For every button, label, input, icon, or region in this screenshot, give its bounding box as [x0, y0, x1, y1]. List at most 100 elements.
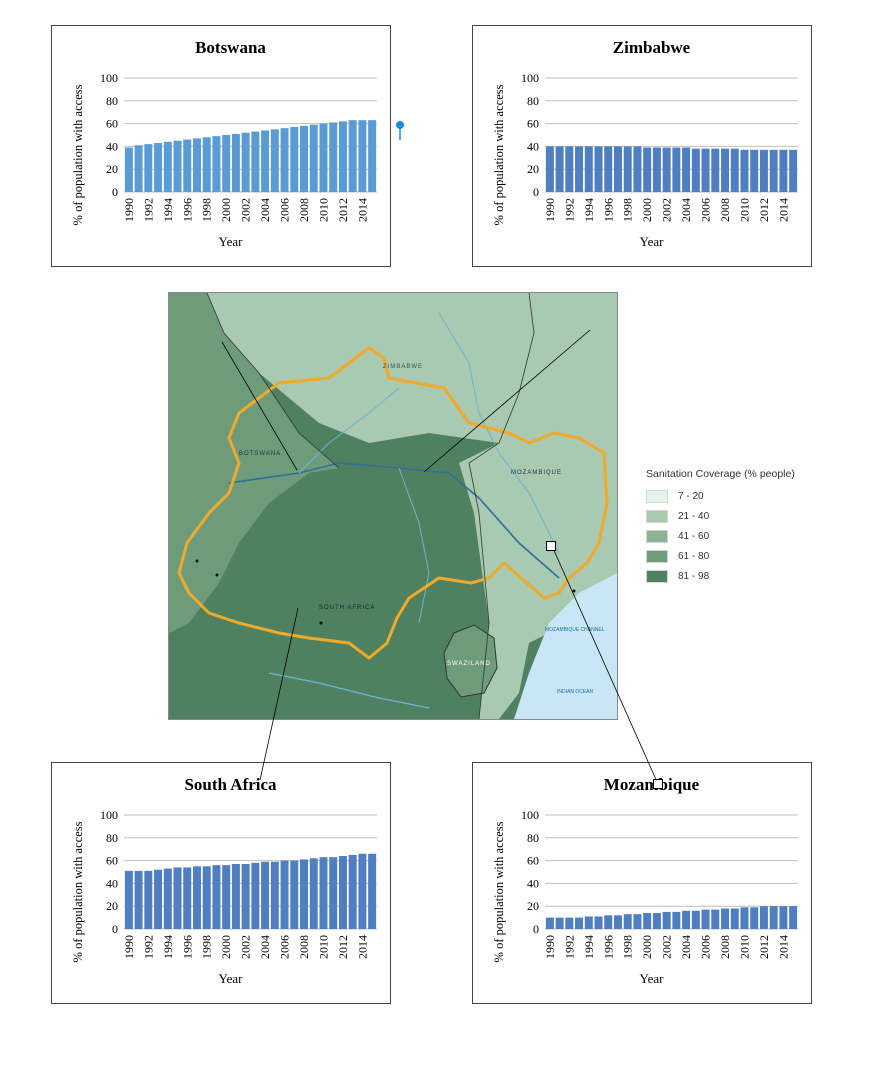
chart-title: Zimbabwe — [613, 38, 691, 57]
map-city-dot — [215, 573, 219, 577]
chart-svg-mozambique: Mozambique 0 20 40 60 80 100 1990 1992 1994 1996 19… — [492, 775, 798, 986]
bar — [338, 856, 347, 929]
bar — [682, 910, 691, 929]
x-tick-label: 2012 — [336, 935, 350, 959]
legend-item-label: 61 - 80 — [678, 550, 710, 562]
bar — [721, 908, 730, 929]
bar — [124, 147, 133, 192]
bar — [309, 858, 318, 929]
bar — [222, 135, 231, 192]
bar — [769, 906, 778, 929]
bar — [192, 138, 201, 192]
x-tick-label: 1990 — [543, 198, 557, 222]
bar — [711, 148, 720, 192]
bar — [163, 141, 172, 192]
bar — [584, 146, 593, 192]
bar — [183, 867, 192, 929]
map-city-dot — [195, 559, 199, 563]
x-axis-label: Year — [640, 971, 665, 986]
x-tick-label: 2002 — [239, 935, 253, 959]
bar — [613, 146, 622, 192]
bar — [594, 916, 603, 929]
x-tick-label: 2014 — [776, 935, 790, 959]
bar — [662, 147, 671, 192]
map-label-mozambique-channel: MOZAMBIQUE CHANNEL — [545, 627, 605, 633]
x-tick-label: 2014 — [355, 198, 369, 222]
bar — [270, 129, 279, 192]
legend-item: 41 - 60 — [646, 526, 795, 546]
x-axis-label: Year — [219, 971, 244, 986]
x-tick-label: 1996 — [180, 935, 194, 959]
map-svg: ZIMBABWE BOTSWANA MOZAMBIQUE SOUTH AFRIC… — [169, 293, 617, 719]
y-tick-label: 80 — [106, 94, 118, 108]
x-tick-label: 2010 — [737, 935, 751, 959]
legend-swatch — [646, 489, 668, 503]
bar — [672, 147, 681, 192]
bar — [134, 145, 143, 192]
y-tick-label: 20 — [527, 162, 539, 176]
chart-mozambique: Mozambique 0 20 40 60 80 100 1990 1992 1994 1996 19… — [472, 762, 812, 1004]
bar — [261, 130, 270, 192]
y-tick-label: 20 — [106, 162, 118, 176]
y-tick-label: 0 — [112, 185, 118, 199]
x-tick-label: 2012 — [336, 198, 350, 222]
bar — [309, 124, 318, 192]
bar — [779, 149, 788, 192]
x-tick-label: 1996 — [601, 198, 615, 222]
selection-handle[interactable] — [546, 541, 556, 551]
y-tick-label: 60 — [106, 117, 118, 131]
x-tick-label: 1992 — [562, 198, 576, 222]
bar — [789, 149, 798, 192]
bar — [604, 915, 613, 929]
bar — [329, 122, 338, 192]
map-river-south — [398, 467, 430, 624]
legend-swatch — [646, 509, 668, 523]
bar — [604, 146, 613, 192]
x-tick-label: 2012 — [757, 198, 771, 222]
x-tick-label: 2004 — [679, 198, 693, 222]
legend-item-label: 7 - 20 — [678, 490, 704, 502]
bar — [565, 917, 574, 929]
bar — [730, 148, 739, 192]
bar — [241, 864, 250, 929]
bar — [173, 867, 182, 929]
map-label-indian-ocean: INDIAN OCEAN — [557, 689, 594, 695]
bar — [643, 913, 652, 929]
y-axis-label: % of population with access — [492, 821, 506, 962]
bar — [280, 128, 289, 192]
bar — [251, 131, 260, 192]
map-city-dot — [319, 621, 323, 625]
x-tick-label: 2010 — [316, 198, 330, 222]
bar — [711, 909, 720, 929]
x-tick-label: 2008 — [718, 935, 732, 959]
y-tick-label: 60 — [106, 854, 118, 868]
x-tick-label: 1998 — [200, 935, 214, 959]
limpopo-basin-map: ZIMBABWE BOTSWANA MOZAMBIQUE SOUTH AFRIC… — [168, 292, 618, 720]
pin-icon[interactable] — [395, 120, 405, 144]
x-tick-label: 2008 — [718, 198, 732, 222]
legend-swatch — [646, 549, 668, 563]
x-tick-label: 1990 — [122, 198, 136, 222]
bar — [584, 916, 593, 929]
x-axis-label: Year — [219, 234, 244, 249]
x-tick-label: 2004 — [258, 935, 272, 959]
bar — [134, 870, 143, 929]
x-tick-label: 2014 — [355, 935, 369, 959]
bar — [222, 865, 231, 929]
bar — [575, 146, 584, 192]
bar — [251, 862, 260, 929]
x-tick-label: 2002 — [660, 198, 674, 222]
x-tick-label: 1998 — [200, 198, 214, 222]
bar — [338, 121, 347, 192]
bar — [231, 864, 240, 929]
x-tick-label: 2006 — [278, 198, 292, 222]
bar — [261, 861, 270, 929]
x-tick-label: 1994 — [582, 198, 596, 222]
x-tick-label: 1990 — [543, 935, 557, 959]
bar — [348, 120, 357, 192]
x-tick-label: 2008 — [297, 198, 311, 222]
y-tick-label: 100 — [521, 808, 539, 822]
selection-handle[interactable] — [653, 779, 663, 789]
bar — [643, 147, 652, 192]
bar — [241, 132, 250, 192]
